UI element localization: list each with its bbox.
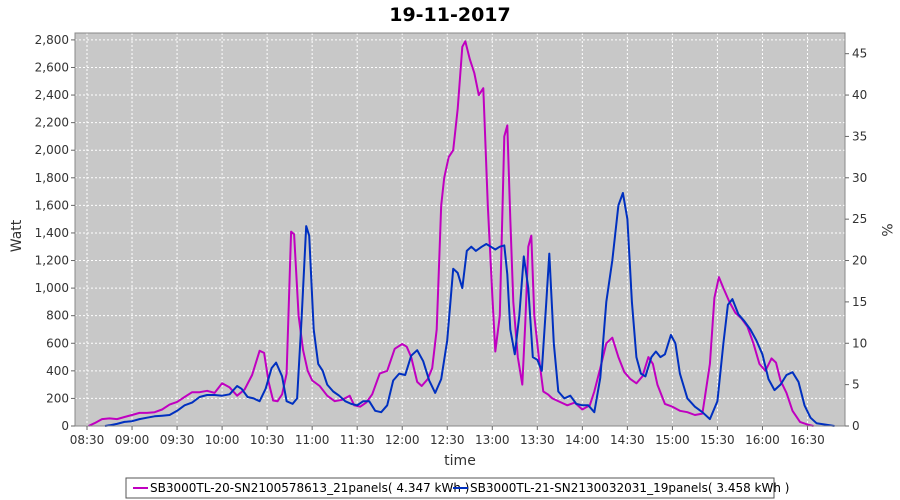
y-tick-label: 2,800 [35,33,69,47]
y-tick-label: 800 [46,309,69,323]
x-tick-label: 16:30 [790,433,825,447]
x-tick-label: 14:00 [565,433,600,447]
y-tick-label: 200 [46,391,69,405]
y2-tick-label: 30 [852,171,867,185]
y-tick-label: 2,400 [35,88,69,102]
y2-tick-label: 20 [852,254,867,268]
plot-frame [74,32,846,427]
y-axis-label: Watt [9,219,25,252]
chart-title: 19-11-2017 [389,4,511,26]
legend-label-series-2: SB3000TL-21-SN2130032031_19panels( 3.458… [470,481,789,495]
x-tick-label: 12:00 [385,433,420,447]
x-tick-label: 08:30 [70,433,105,447]
x-tick-label: 14:30 [610,433,645,447]
y2-tick-label: 15 [852,295,867,309]
y2-tick-label: 5 [852,378,860,392]
y-tick-label: 1,200 [35,254,69,268]
x-tick-label: 15:00 [655,433,690,447]
x-axis-ticks: 08:30 09:00 09:30 10:00 10:30 11:00 11:30 12:00… [70,426,825,447]
y-tick-label: 400 [46,364,69,378]
x-tick-label: 12:30 [430,433,465,447]
x-tick-label: 09:30 [160,433,195,447]
x-tick-label: 11:30 [340,433,375,447]
plot-area [75,33,845,426]
x-tick-label: 13:00 [475,433,510,447]
y-axis-ticks: 0 200 400 600 800 1,000 1,200 1,400 1,600 1,800 2,… [35,33,75,433]
y-tick-label: 600 [46,336,69,350]
y-tick-label: 1,600 [35,198,69,212]
y2-tick-label: 25 [852,212,867,226]
x-tick-label: 11:00 [295,433,330,447]
x-tick-label: 16:00 [745,433,780,447]
y2-axis-ticks: 0 5 10 15 20 25 30 35 40 45 [845,47,867,433]
y-tick-label: 0 [61,419,69,433]
x-tick-label: 10:00 [205,433,240,447]
y2-tick-label: 45 [852,47,867,61]
x-tick-label: 10:30 [250,433,285,447]
legend-box [125,477,775,499]
y-tick-label: 1,800 [35,171,69,185]
y2-tick-label: 40 [852,88,867,102]
y-tick-label: 2,200 [35,116,69,130]
y-tick-label: 1,400 [35,226,69,240]
x-tick-label: 13:30 [520,433,555,447]
x-tick-label: 15:30 [700,433,735,447]
series-layer [88,40,835,427]
series-line-2 [104,192,835,427]
y2-tick-label: 35 [852,129,867,143]
y2-tick-label: 10 [852,336,867,350]
legend-label-series-1: SB3000TL-20-SN2100578613_21panels( 4.347… [150,481,469,495]
y2-tick-label: 0 [852,419,860,433]
y2-axis-label: % [878,223,894,236]
y-tick-label: 2,000 [35,143,69,157]
legend: SB3000TL-20-SN2100578613_21panels( 4.347… [125,477,789,499]
x-axis-label: time [444,453,476,469]
x-tick-label: 09:00 [115,433,150,447]
y-tick-label: 2,600 [35,60,69,74]
series-line-1 [88,40,814,427]
y-tick-label: 1,000 [35,281,69,295]
